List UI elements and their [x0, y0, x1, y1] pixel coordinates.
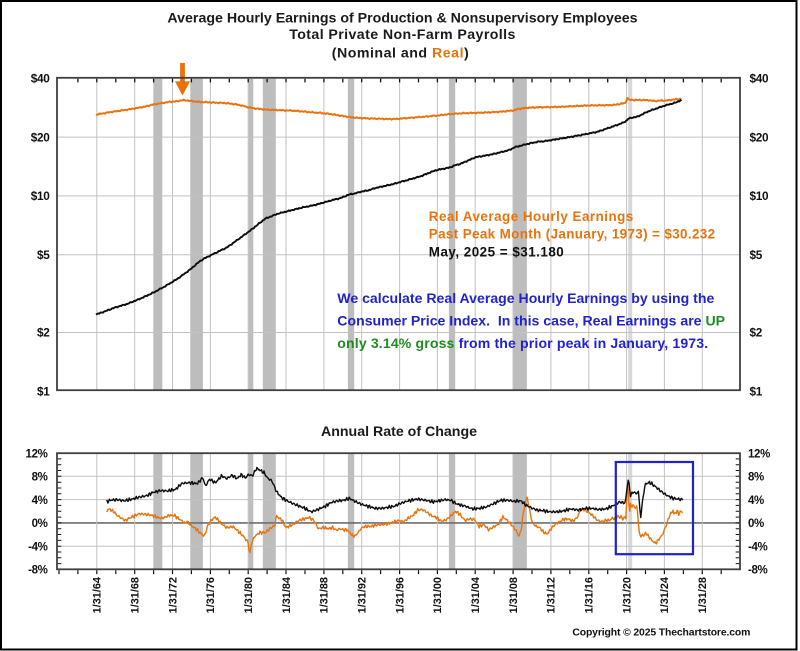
svg-text:-8%: -8% — [28, 565, 48, 577]
svg-text:Past Peak Month (January, 1973: Past Peak Month (January, 1973) = $30.23… — [429, 226, 716, 241]
svg-text:1/31/24: 1/31/24 — [659, 577, 671, 613]
svg-text:Copyright © 2025 Thechartstore: Copyright © 2025 Thechartstore.com — [572, 628, 750, 639]
svg-text:1/31/92: 1/31/92 — [357, 577, 369, 613]
svg-text:$10: $10 — [31, 189, 51, 203]
svg-text:$1: $1 — [37, 385, 50, 399]
svg-text:12%: 12% — [748, 448, 770, 460]
svg-text:1/31/84: 1/31/84 — [281, 577, 293, 613]
svg-text:Average Hourly Earnings of Pro: Average Hourly Earnings of Production & … — [167, 10, 637, 26]
svg-text:Total Private Non-Farm Payroll: Total Private Non-Farm Payrolls — [289, 27, 516, 43]
svg-text:1/31/76: 1/31/76 — [205, 577, 217, 613]
svg-text:$20: $20 — [31, 130, 51, 144]
svg-text:1/31/00: 1/31/00 — [432, 577, 444, 613]
svg-text:4%: 4% — [32, 495, 48, 507]
svg-text:Real Average Hourly Earnings: Real Average Hourly Earnings — [429, 209, 634, 224]
svg-text:$40: $40 — [750, 72, 770, 86]
svg-text:1/31/64: 1/31/64 — [92, 577, 104, 613]
svg-text:We calculate Real Average Hour: We calculate Real Average Hourly Earning… — [337, 290, 714, 306]
svg-text:$1: $1 — [750, 385, 763, 399]
svg-text:only 3.14% gross from the prio: only 3.14% gross from the prior peak in … — [337, 335, 708, 351]
svg-text:1/31/08: 1/31/08 — [508, 577, 520, 613]
svg-text:1/31/72: 1/31/72 — [167, 577, 179, 613]
svg-text:May, 2025 = $31.180: May, 2025 = $31.180 — [429, 244, 564, 259]
svg-text:(Nominal and Real): (Nominal and Real) — [332, 46, 470, 62]
svg-text:$20: $20 — [750, 130, 770, 144]
svg-text:$2: $2 — [750, 326, 763, 340]
svg-text:1/31/20: 1/31/20 — [621, 577, 633, 613]
svg-text:12%: 12% — [26, 448, 48, 460]
svg-text:1/31/96: 1/31/96 — [394, 577, 406, 613]
svg-text:$40: $40 — [31, 72, 51, 86]
svg-text:$10: $10 — [750, 189, 770, 203]
svg-text:1/31/68: 1/31/68 — [129, 577, 141, 613]
svg-text:$5: $5 — [37, 248, 50, 262]
svg-text:1/31/88: 1/31/88 — [319, 577, 331, 613]
svg-text:1/31/28: 1/31/28 — [697, 577, 709, 613]
svg-text:$2: $2 — [37, 326, 50, 340]
svg-text:-8%: -8% — [748, 565, 768, 577]
svg-text:4%: 4% — [748, 495, 764, 507]
svg-text:1/31/12: 1/31/12 — [546, 577, 558, 613]
svg-text:0%: 0% — [32, 518, 48, 530]
svg-text:1/31/16: 1/31/16 — [584, 577, 596, 613]
svg-text:-4%: -4% — [748, 541, 768, 553]
svg-text:$5: $5 — [750, 248, 763, 262]
svg-text:-4%: -4% — [28, 541, 48, 553]
svg-text:8%: 8% — [748, 472, 764, 484]
svg-text:Consumer Price Index. In this: Consumer Price Index. In this case, Real… — [337, 313, 725, 329]
svg-text:8%: 8% — [32, 472, 48, 484]
svg-text:1/31/04: 1/31/04 — [470, 577, 482, 613]
svg-text:0%: 0% — [748, 518, 764, 530]
svg-text:1/31/80: 1/31/80 — [243, 577, 255, 613]
svg-text:Annual Rate of Change: Annual Rate of Change — [321, 424, 477, 440]
